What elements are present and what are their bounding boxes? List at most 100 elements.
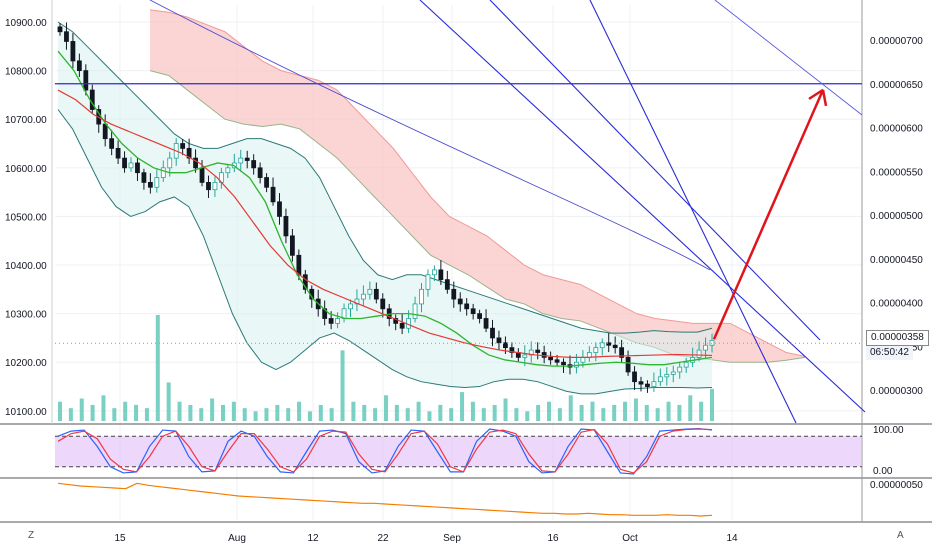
- volume-bar: [547, 401, 551, 421]
- volume-bar: [329, 408, 334, 421]
- volume-bar: [384, 395, 388, 421]
- auto-scale-button[interactable]: A: [897, 530, 904, 541]
- candle-body: [419, 288, 424, 305]
- lower-indicator-panel: [57, 482, 713, 517]
- volume-bar: [612, 404, 617, 421]
- left-tick-label: 10200.00: [5, 358, 47, 369]
- lower-indicator-line: [57, 482, 713, 517]
- candle-body: [367, 288, 373, 295]
- candle-body: [199, 167, 205, 183]
- left-tick-label: 10600.00: [5, 164, 47, 175]
- candle-body: [535, 349, 541, 353]
- volume-bar: [514, 408, 519, 421]
- x-tick-label: 14: [726, 533, 738, 544]
- candle-body: [147, 182, 153, 188]
- candle-body: [160, 167, 166, 178]
- candle-body: [703, 344, 708, 351]
- candle-body: [554, 359, 560, 363]
- volume-bar: [286, 408, 291, 421]
- volume-bar: [318, 404, 323, 421]
- volume-bar: [166, 382, 171, 421]
- candle-body: [638, 381, 644, 385]
- volume-bar: [123, 401, 128, 421]
- stochastic-rsi-panel: [55, 427, 862, 475]
- candle-body: [167, 157, 173, 169]
- candle-body: [212, 182, 218, 191]
- volume-bar: [210, 398, 215, 421]
- candle-body: [328, 318, 334, 324]
- volume-bar: [666, 401, 671, 421]
- volume-bar: [525, 411, 530, 421]
- volume-bar: [373, 408, 378, 421]
- trend-line-2: [489, 0, 821, 341]
- candle-body: [490, 327, 495, 339]
- candle-body: [122, 157, 127, 169]
- candle-body: [457, 298, 463, 305]
- bollinger-bands: [57, 21, 713, 395]
- volume-bar: [492, 404, 497, 421]
- candle-body: [451, 288, 457, 300]
- x-tick-label: Aug: [228, 533, 246, 544]
- candle-body: [225, 167, 231, 174]
- candle-body: [522, 354, 528, 358]
- candle-body: [206, 182, 211, 191]
- left-tick-label: 10400.00: [5, 261, 47, 272]
- x-tick-label: Oct: [622, 533, 638, 544]
- timezone-button[interactable]: Z: [28, 530, 35, 541]
- x-tick-label: Sep: [443, 533, 461, 544]
- candle-body: [154, 177, 160, 188]
- candle-body: [244, 157, 250, 161]
- candle-body: [651, 381, 657, 387]
- candle-body: [612, 344, 618, 349]
- volume-bar: [68, 408, 73, 421]
- rsi-tick-label: 0.00: [873, 466, 893, 477]
- right-tick-label: 0.00000550: [870, 167, 923, 178]
- candle-body: [128, 162, 134, 169]
- candle-body: [664, 373, 670, 378]
- volume-bar: [58, 401, 62, 421]
- bollinger-fill: [58, 22, 712, 394]
- candle-body: [76, 60, 82, 72]
- moving-averages: [57, 50, 713, 367]
- right-tick-label: 0.00000700: [870, 36, 923, 47]
- volume-bar: [416, 401, 421, 421]
- candle-body: [548, 356, 554, 361]
- cloud-area: [150, 9, 805, 363]
- right-tick-label: 0.00000650: [870, 80, 923, 91]
- volume-bar: [579, 404, 584, 421]
- candle-body: [599, 342, 605, 349]
- candle-body: [277, 201, 282, 217]
- candle-body: [296, 254, 302, 276]
- candle-body: [238, 157, 244, 164]
- candle-body: [193, 157, 198, 169]
- volume-bar: [601, 408, 606, 421]
- volume-bar: [460, 392, 465, 421]
- left-tick-label: 10900.00: [5, 18, 47, 29]
- candle-body: [373, 288, 379, 300]
- right-tick-label: 0.00000400: [870, 299, 923, 310]
- candle-body: [186, 147, 192, 159]
- candle-body: [135, 162, 140, 174]
- volume-bar: [275, 404, 280, 421]
- volume-bar: [112, 408, 117, 421]
- candle-body: [361, 293, 366, 300]
- volume-bar: [557, 408, 562, 421]
- volume-bar: [79, 398, 84, 421]
- volume-bar: [590, 401, 595, 421]
- volume-bar: [231, 401, 236, 421]
- candle-body: [264, 177, 269, 188]
- left-tick-label: 10100.00: [5, 407, 47, 418]
- candle-body: [302, 274, 308, 290]
- volume-bar: [688, 395, 693, 421]
- volume-bar: [536, 404, 541, 421]
- left-tick-label: 10500.00: [5, 212, 47, 223]
- volume-bar: [199, 408, 204, 421]
- x-tick-label: 12: [307, 533, 319, 544]
- left-tick-label: 10800.00: [5, 67, 47, 78]
- trend-lines[interactable]: [55, 0, 866, 424]
- right-tick-label: 0.00000600: [870, 124, 923, 135]
- candle-body: [683, 361, 689, 368]
- regression-curve: [149, 0, 711, 271]
- right-tick-label: 0.00000500: [870, 211, 923, 222]
